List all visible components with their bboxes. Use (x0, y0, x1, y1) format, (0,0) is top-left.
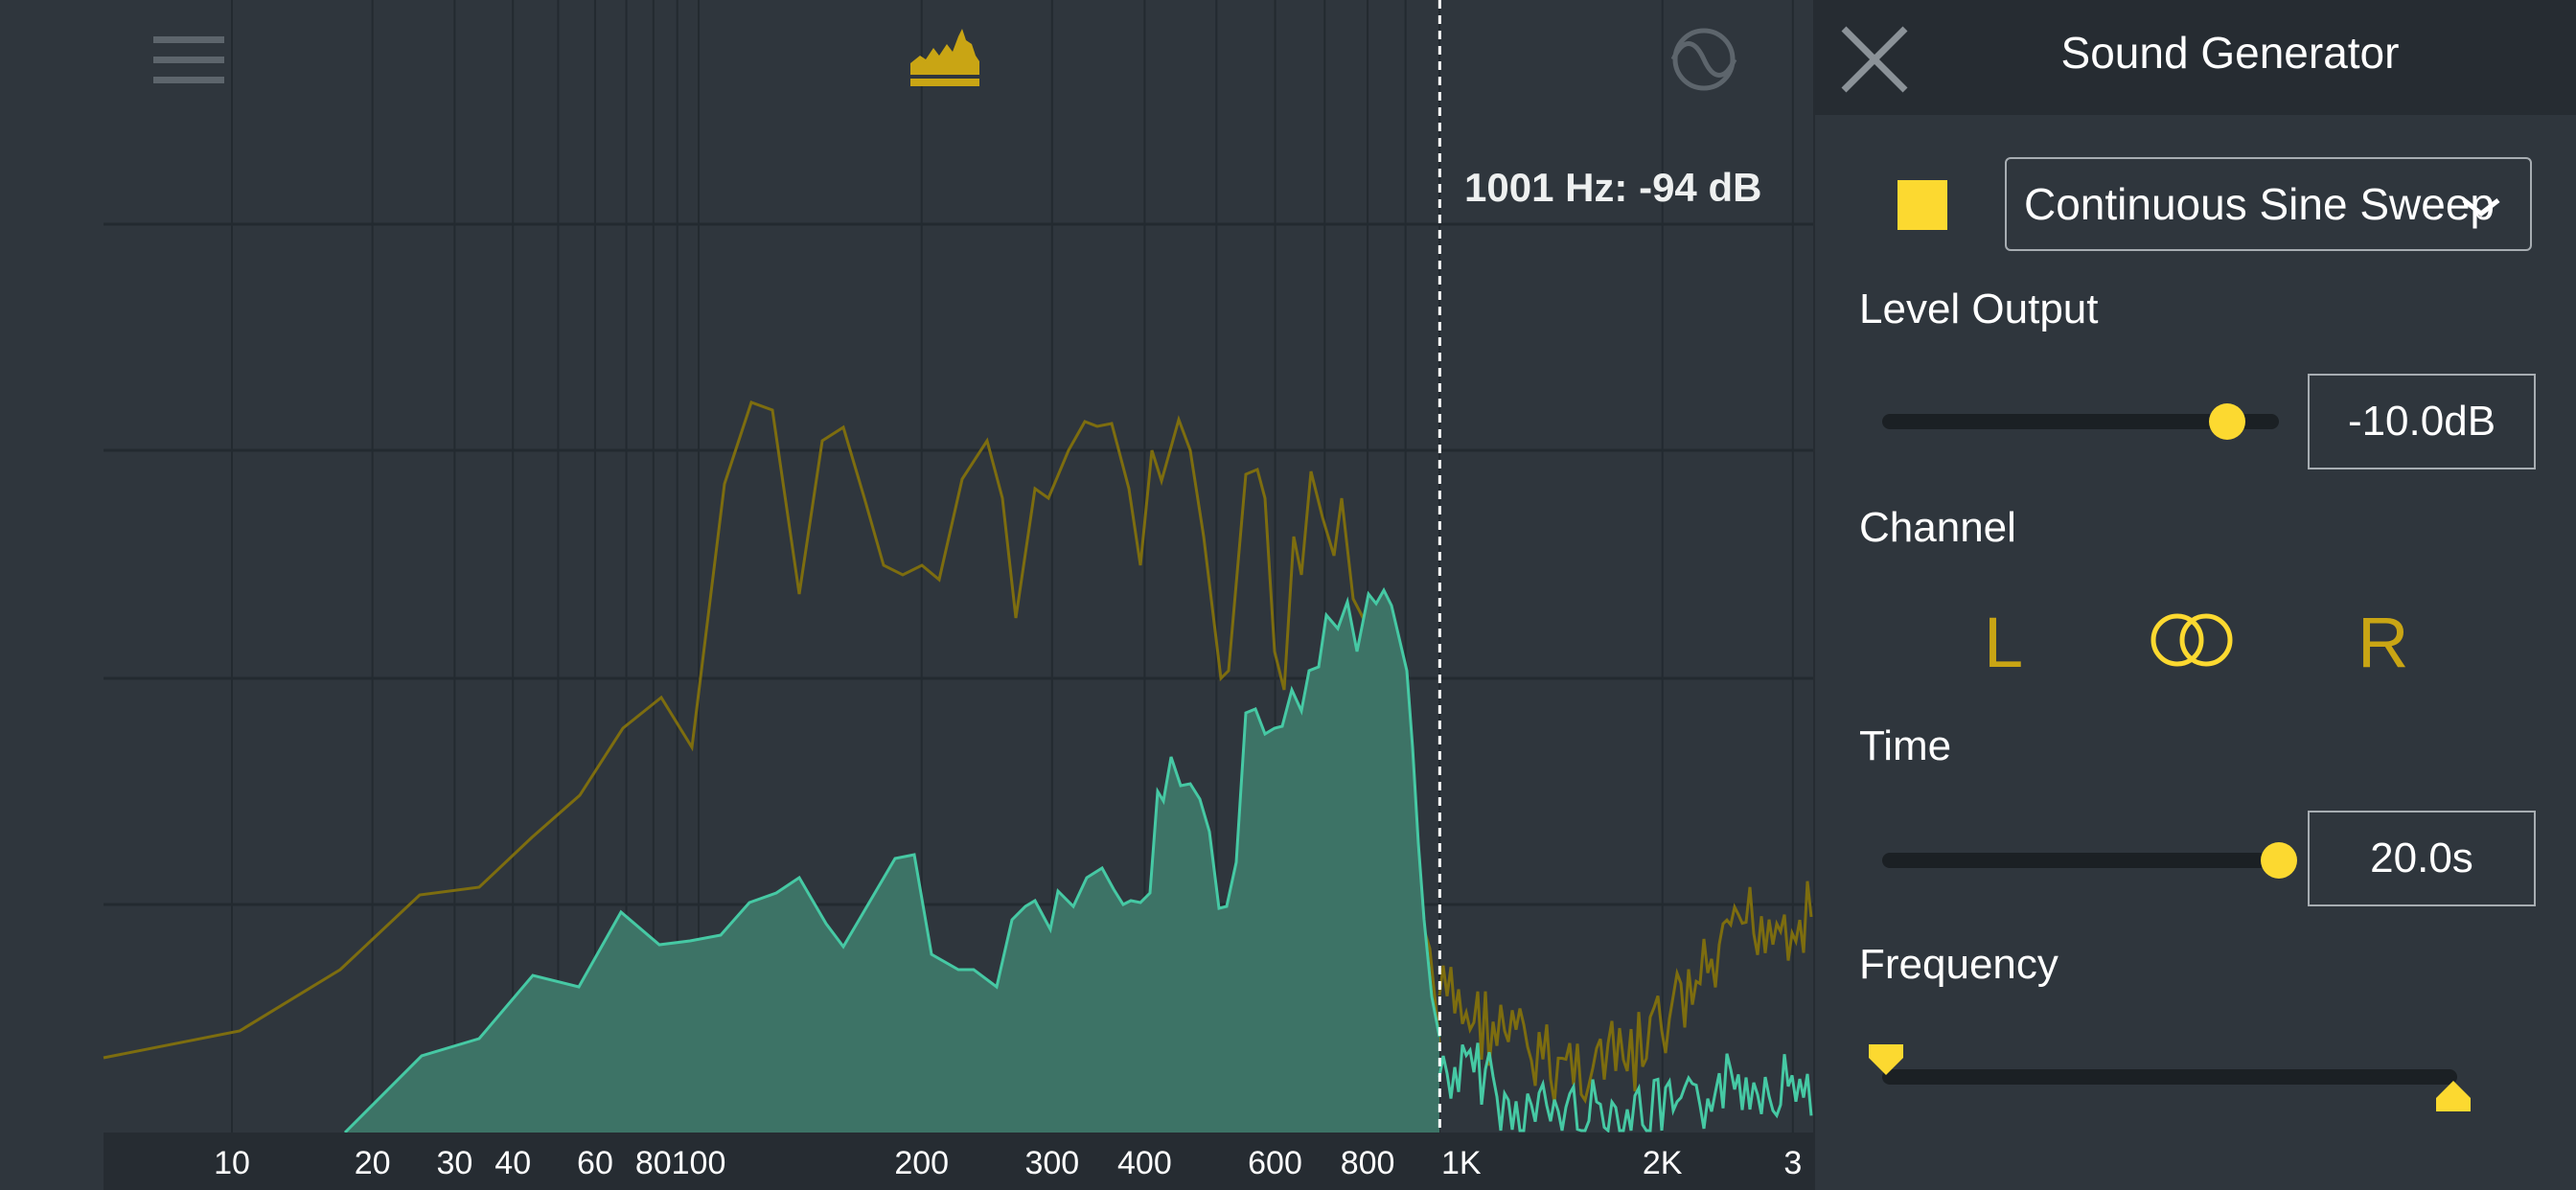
x-axis-tick-label: 400 (1117, 1145, 1172, 1181)
peak-hold-trace (103, 400, 1441, 1060)
generator-type-select[interactable]: Continuous Sine Sweep (2005, 157, 2532, 251)
x-axis-ticks: 10 20 30 40 60 80 100 200 300 400 600 800 1K 2K 3 (214, 1145, 1802, 1181)
level-slider-knob[interactable] (2209, 403, 2246, 440)
channel-right-button[interactable]: R (2358, 603, 2409, 682)
x-axis-tick-label: 40 (494, 1145, 531, 1181)
frequency-high-handle[interactable] (2434, 1077, 2472, 1113)
level-output-label: Level Output (1859, 286, 2099, 332)
sine-wave-generator-icon[interactable] (1669, 25, 1738, 94)
panel-title: Sound Generator (2060, 28, 2400, 78)
x-axis-tick-label: 600 (1248, 1145, 1302, 1181)
live-spectrum-fill (345, 590, 1439, 1133)
peak-hold-noise-trace (1438, 881, 1813, 1105)
frequency-range-track[interactable] (1882, 1069, 2457, 1085)
x-axis-tick-label: 100 (672, 1145, 726, 1181)
live-spectrum-trace (343, 586, 1441, 1134)
x-axis-tick-label: 80 (635, 1145, 672, 1181)
x-axis-strip (104, 1133, 1813, 1190)
chevron-down-icon (2462, 198, 2500, 217)
live-noise-trace (1438, 1042, 1813, 1133)
x-axis-tick-label: 30 (436, 1145, 472, 1181)
level-slider-track[interactable] (1882, 414, 2279, 429)
x-axis-tick-label: 200 (894, 1145, 949, 1181)
stop-button[interactable] (1898, 180, 1947, 230)
time-label: Time (1859, 722, 1952, 769)
frequency-label: Frequency (1859, 941, 2058, 988)
panel-header: Sound Generator (1815, 0, 2576, 115)
generator-type-value: Continuous Sine Sweep (2024, 179, 2495, 229)
close-icon[interactable] (1836, 21, 1913, 98)
sound-generator-panel: Sound Generator Continuous Sine Sweep Le… (1813, 0, 2576, 1190)
x-axis-tick-label: 1K (1441, 1145, 1482, 1181)
x-axis-tick-label: 10 (214, 1145, 250, 1181)
x-axis-tick-label: 800 (1341, 1145, 1395, 1181)
spectrum-analyzer[interactable]: 10 20 30 40 60 80 100 200 300 400 600 800 1K 2K 3 1001… (0, 0, 1813, 1190)
stereo-both-icon[interactable] (2150, 609, 2233, 671)
time-slider-knob[interactable] (2261, 842, 2297, 879)
spectrum-view-icon[interactable] (908, 27, 981, 90)
x-axis-tick-label: 60 (577, 1145, 613, 1181)
time-value-field[interactable]: 20.0s (2308, 811, 2536, 906)
channel-label: Channel (1859, 504, 2016, 551)
level-value-field[interactable]: -10.0dB (2308, 374, 2536, 469)
x-axis-tick-label: 2K (1643, 1145, 1683, 1181)
x-axis-tick-label: 20 (355, 1145, 391, 1181)
hamburger-menu-icon[interactable] (153, 36, 224, 84)
spectrum-plot[interactable]: 10 20 30 40 60 80 100 200 300 400 600 800 1K 2K 3 (0, 0, 1813, 1190)
x-axis-tick-label: 300 (1024, 1145, 1079, 1181)
channel-left-button[interactable]: L (1984, 603, 2024, 682)
x-axis-tick-label: 3 (1783, 1145, 1802, 1181)
cursor-readout: 1001 Hz: -94 dB (1464, 165, 1762, 210)
frequency-low-handle[interactable] (1867, 1042, 1905, 1079)
time-slider-track[interactable] (1882, 853, 2279, 868)
